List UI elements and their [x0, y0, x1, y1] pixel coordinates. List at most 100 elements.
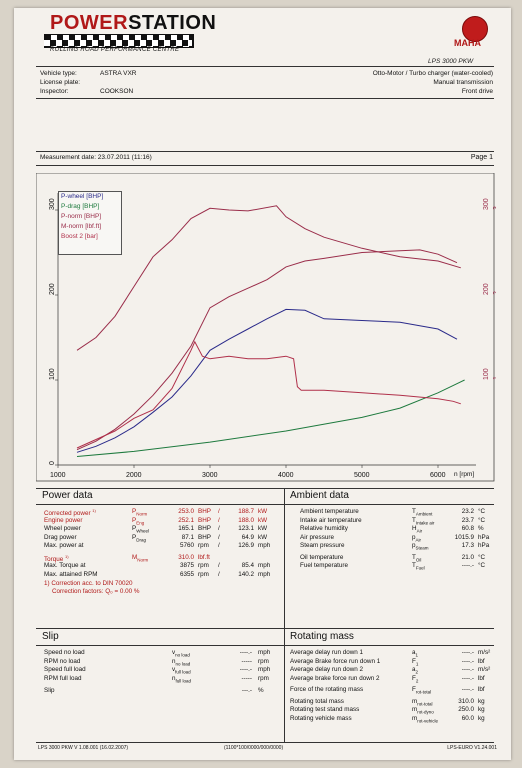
y-tick-label: 200 [49, 283, 56, 295]
x-tick-label: 5000 [354, 472, 370, 479]
dyno-model: LPS 3000 PKW [428, 58, 474, 65]
power-row-separator: / [218, 525, 220, 532]
power-row-value: 253.0 [178, 508, 194, 515]
rotating-row-unit: m/s² [478, 649, 491, 656]
power-row-label: Corrected power 1) [44, 508, 96, 518]
row-unit-2: mph [258, 570, 271, 578]
chart-legend: P-wheel [BHP] P-drag [BHP] P-norm [BHP] … [58, 191, 122, 255]
rotating-row-symbol: a2 [412, 666, 419, 675]
x-tick-label: 3000 [202, 472, 218, 479]
slip-row-value: ----.- [239, 666, 252, 673]
ambient-data-title: Ambient data [290, 490, 349, 501]
power-row-separator: / [218, 516, 220, 524]
footer-right: LPS-EURO V1.24.001 [447, 745, 497, 751]
power-row-unit-2: kW [258, 516, 268, 524]
power-row-value-2: 126.9 [238, 542, 254, 549]
ambient-row-symbol: TAmbient [412, 508, 433, 517]
p-norm-line [76, 249, 458, 451]
slip-row-symbol: vno load [172, 649, 190, 658]
power-row-label: Max. power at [44, 542, 84, 549]
maha-seal-icon [462, 16, 488, 42]
max-torque-label: Max. Torque at [44, 562, 86, 569]
vehicle-info: Vehicle type: ASTRA VXR License plate: In… [40, 70, 137, 95]
power-row-symbol: PNorm [132, 508, 148, 517]
rotating-row-label: Average brake force run down 2 [290, 674, 380, 682]
correction-factor: Correction factors: Q₀ = 0.00 % [52, 588, 140, 595]
right-boost-label: 1 [493, 376, 496, 380]
ambient-row-label: Steam pressure [300, 542, 345, 549]
slip-row-label: Speed no load [44, 649, 85, 656]
rotating-row-unit: lbf [478, 674, 485, 682]
divider [36, 66, 494, 67]
ambient-row-label: Fuel temperature [300, 562, 348, 569]
power-row-unit: rpm [198, 542, 209, 549]
checkered-flag-stripe-lower [44, 40, 192, 46]
slip-row-label: Slip [44, 687, 55, 694]
torque-unit: lbf.ft [198, 553, 210, 561]
power-row-separator: / [218, 533, 220, 541]
slip-row-label: Speed full load [44, 666, 86, 673]
row-unit: rpm [198, 562, 209, 569]
ambient-row-unit: hPa [478, 533, 490, 541]
ambient-row-unit: % [478, 525, 484, 532]
power-row-unit-2: kW [258, 525, 268, 532]
legend-p-drag: P-drag [BHP] [61, 203, 100, 210]
rotating-row-label: Average delay run down 2 [290, 666, 364, 673]
ambient-row-value: 23.7 [461, 516, 474, 524]
p-wheel-line [76, 308, 458, 453]
slip-row-value: ---.- [241, 687, 252, 694]
rotating-row-unit: lbf [478, 657, 485, 665]
tagline: ROLLING ROAD PERFORMANCE CENTRE [50, 47, 180, 53]
x-axis-label: n [rpm] [454, 471, 474, 478]
slip-row-symbol: nno load [172, 657, 191, 666]
power-row-symbol: PDrag [132, 533, 146, 542]
ambient-row-unit: hPa [478, 542, 490, 549]
divider [36, 165, 494, 166]
power-row-separator: / [218, 542, 220, 549]
rotating-row-value: ----.- [461, 674, 474, 682]
rotating-row-unit: kg [478, 714, 485, 722]
rotating-row-label: Average Brake force run down 1 [290, 657, 381, 665]
ambient-row-symbol: pSteam [412, 542, 429, 551]
ambient-row-symbol: TOil [412, 553, 422, 562]
slip-row-symbol: nfull load [172, 674, 192, 683]
column-divider [284, 488, 285, 742]
power-row-value-2: 188.7 [238, 508, 254, 515]
legend-p-norm: P-norm [BHP] [61, 213, 102, 220]
ambient-row-unit: °C [478, 508, 486, 515]
rotating-row-value: ----.- [461, 666, 474, 673]
power-row-unit: BHP [198, 516, 211, 524]
torque-value: 310.0 [178, 553, 194, 561]
rotating-row-symbol: F2 [412, 674, 419, 683]
ambient-row-value: 1015.9 [454, 533, 474, 541]
power-row-symbol: PEng [132, 516, 145, 525]
y-tick-label: 300 [49, 198, 56, 210]
power-row-value-2: 123.1 [238, 525, 254, 532]
row-value: 3875 [179, 562, 194, 569]
rotating-row-symbol: F1 [412, 657, 419, 666]
ambient-row-unit: °C [478, 553, 486, 561]
slip-row-symbol: vfull load [172, 666, 191, 675]
ambient-row-label: Relative humidity [300, 525, 348, 532]
x-tick-label: 4000 [278, 472, 294, 479]
power-row-value-2: 64.9 [241, 533, 254, 541]
power-row-unit-2: mph [258, 542, 271, 549]
row-separator: / [218, 570, 220, 578]
powerstation-logo: POWERSTATION [50, 12, 217, 34]
legend-p-wheel: P-wheel [BHP] [61, 193, 104, 200]
ambient-row-value: 17.3 [461, 542, 474, 549]
power-row-unit-2: kW [258, 508, 268, 515]
power-row-label: Engine power [44, 516, 83, 524]
power-row-label: Wheel power [44, 525, 81, 532]
x-tick-label: 1000 [50, 472, 66, 479]
rotating-row-unit: m/s² [478, 666, 491, 673]
row-separator: / [218, 562, 220, 569]
divider [36, 151, 494, 152]
boost-line [76, 340, 461, 449]
ambient-row-label: Oil temperature [300, 553, 344, 561]
power-row-value: 165.1 [178, 525, 194, 532]
power-row-value: 5760 [179, 542, 194, 549]
rotating-row-label: Rotating vehicle mass [290, 714, 352, 722]
rotating-row-symbol: mrot-vehicle [412, 714, 439, 723]
x-tick-label: 2000 [126, 472, 142, 479]
